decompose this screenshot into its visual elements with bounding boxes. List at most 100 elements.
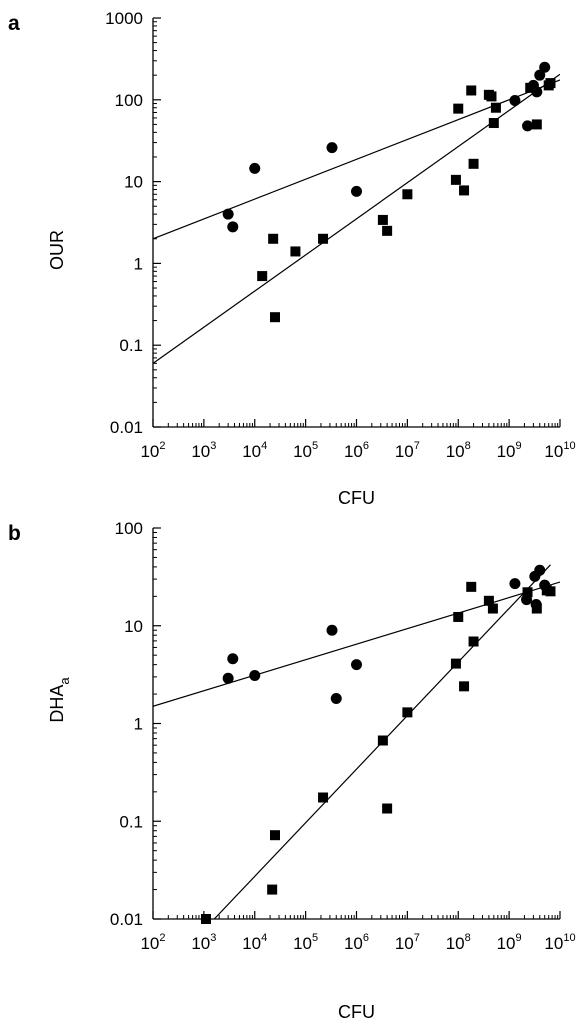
x-tick-label-exponent: 7 xyxy=(414,440,420,452)
y-tick-label: 100 xyxy=(115,519,143,538)
square-data-point xyxy=(269,312,280,323)
y-tick-label: 0.01 xyxy=(110,418,143,437)
square-data-point xyxy=(382,803,393,814)
x-tick-label: 107 xyxy=(395,440,420,461)
x-tick-label: 104 xyxy=(242,440,267,461)
x-tick-label: 1010 xyxy=(544,932,575,953)
square-data-point xyxy=(450,174,461,185)
x-tick-label-base: 10 xyxy=(395,934,414,953)
x-tick-label-base: 10 xyxy=(191,934,210,953)
x-tick-label-exponent: 2 xyxy=(159,932,165,944)
x-tick-label: 105 xyxy=(293,440,318,461)
x-tick-label-exponent: 8 xyxy=(465,932,471,944)
x-tick-label: 102 xyxy=(140,440,165,461)
circle-data-point xyxy=(509,578,521,590)
y-tick-label: 10 xyxy=(124,617,143,636)
circle-data-point xyxy=(249,669,261,681)
x-tick-label-base: 10 xyxy=(140,442,159,461)
circle-data-point xyxy=(227,653,239,665)
square-data-point xyxy=(402,707,413,718)
x-tick-label: 107 xyxy=(395,932,420,953)
y-axis-title-subscript: a xyxy=(57,677,72,685)
square-data-point xyxy=(459,681,470,692)
y-tick-label: 10 xyxy=(124,173,143,192)
x-tick-label-base: 10 xyxy=(242,934,261,953)
y-tick-label: 0.1 xyxy=(119,336,143,355)
circle-data-point xyxy=(222,208,234,220)
x-tick-label-exponent: 6 xyxy=(363,440,369,452)
y-tick-label: 100 xyxy=(115,91,143,110)
circle-data-point xyxy=(227,221,239,233)
x-tick-label-base: 10 xyxy=(497,934,516,953)
square-data-point xyxy=(466,85,477,96)
x-tick-label-exponent: 9 xyxy=(516,932,522,944)
square-data-point xyxy=(545,78,556,89)
y-axis-title-main: OUR xyxy=(47,230,67,270)
x-tick-label-base: 10 xyxy=(544,934,563,953)
square-data-point xyxy=(453,103,464,114)
x-tick-label-base: 10 xyxy=(293,442,312,461)
x-tick-label: 108 xyxy=(446,932,471,953)
square-series-fit-line xyxy=(153,73,560,364)
square-data-point xyxy=(318,792,329,803)
square-data-point xyxy=(483,595,494,606)
x-tick-label-base: 10 xyxy=(497,442,516,461)
x-tick-label: 1010 xyxy=(544,440,575,461)
square-data-point xyxy=(450,658,461,669)
square-data-point xyxy=(377,214,388,225)
x-tick-label-exponent: 5 xyxy=(312,932,318,944)
circle-data-point xyxy=(249,162,261,174)
x-tick-label-base: 10 xyxy=(395,442,414,461)
square-data-point xyxy=(545,586,556,597)
x-tick-label-base: 10 xyxy=(293,934,312,953)
x-tick-label-base: 10 xyxy=(344,442,363,461)
square-data-point xyxy=(522,587,533,598)
square-data-point xyxy=(290,246,301,257)
x-tick-label-exponent: 10 xyxy=(563,932,575,944)
square-data-point xyxy=(402,189,413,200)
x-tick-label-exponent: 9 xyxy=(516,440,522,452)
square-data-point xyxy=(269,830,280,841)
x-tick-label-base: 10 xyxy=(544,442,563,461)
square-data-point xyxy=(487,603,498,614)
square-data-point xyxy=(377,735,388,746)
y-tick-label: 1 xyxy=(134,254,143,273)
x-tick-label: 103 xyxy=(191,440,216,461)
circle-data-point xyxy=(509,95,521,107)
circle-data-point xyxy=(351,185,362,197)
square-data-point xyxy=(257,271,268,282)
circle-data-point xyxy=(330,693,342,705)
x-tick-label-exponent: 10 xyxy=(563,440,575,452)
square-data-point xyxy=(200,914,211,924)
panel-letter: b xyxy=(8,522,21,545)
square-data-point xyxy=(268,233,279,244)
square-data-point xyxy=(466,581,477,592)
x-tick-label-base: 10 xyxy=(344,934,363,953)
panel-letter: a xyxy=(8,12,20,35)
x-tick-label: 106 xyxy=(344,932,369,953)
circle-data-point xyxy=(222,672,234,684)
circle-data-point xyxy=(522,120,534,132)
x-tick-label-base: 10 xyxy=(191,442,210,461)
square-data-point xyxy=(459,185,470,196)
circle-data-point xyxy=(326,624,338,636)
square-data-point xyxy=(468,636,479,647)
x-tick-label: 103 xyxy=(191,932,216,953)
x-tick-label-exponent: 2 xyxy=(159,440,165,452)
y-axis-title-main: DHA xyxy=(47,685,67,723)
square-data-point xyxy=(531,119,542,130)
square-data-point xyxy=(531,603,542,614)
x-axis-title: CFU xyxy=(338,488,375,508)
x-tick-label-base: 10 xyxy=(140,934,159,953)
x-tick-label-exponent: 7 xyxy=(414,932,420,944)
circle-data-point xyxy=(326,142,338,154)
square-data-point xyxy=(490,102,501,113)
x-tick-label-base: 10 xyxy=(242,442,261,461)
square-data-point xyxy=(267,884,278,895)
x-tick-label: 106 xyxy=(344,440,369,461)
y-axis-title: DHAa xyxy=(47,677,72,723)
x-tick-label-exponent: 6 xyxy=(363,932,369,944)
